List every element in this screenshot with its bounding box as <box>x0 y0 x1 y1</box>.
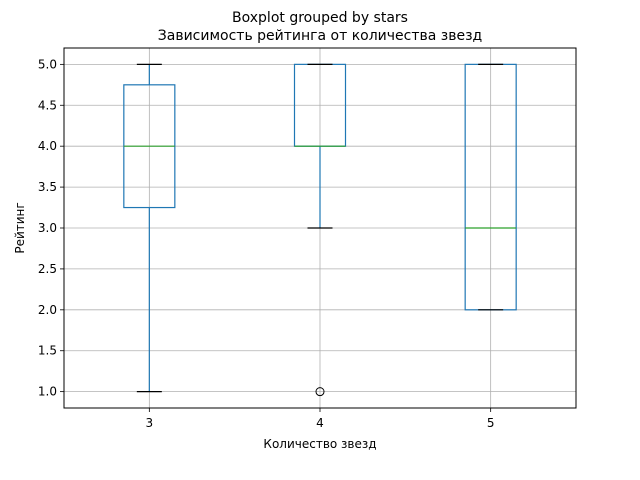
chart-subtitle: Зависимость рейтинга от количества звезд <box>158 28 482 44</box>
chart-title: Boxplot grouped by stars <box>232 10 408 26</box>
y-tick-label: 4.5 <box>38 98 57 112</box>
x-tick-label: 5 <box>487 416 495 430</box>
y-tick-label: 3.0 <box>38 221 57 235</box>
x-tick-label: 4 <box>316 416 324 430</box>
box-5 <box>464 63 517 311</box>
boxes-group <box>123 63 517 397</box>
x-axis: 3 4 5 <box>146 408 495 430</box>
y-tick-label: 2.5 <box>38 262 57 276</box>
y-axis: 1.0 1.5 2.0 2.5 3.0 3.5 4.0 4.5 5.0 <box>38 57 64 399</box>
y-tick-label: 3.5 <box>38 180 57 194</box>
y-tick-label: 1.5 <box>38 344 57 358</box>
y-tick-label: 2.0 <box>38 303 57 317</box>
box-4 <box>293 63 347 397</box>
outlier-point <box>315 387 325 397</box>
y-tick-label: 4.0 <box>38 139 57 153</box>
x-axis-label: Количество звезд <box>263 437 376 451</box>
y-axis-label: Рейтинг <box>13 202 27 253</box>
x-tick-label: 3 <box>146 416 154 430</box>
y-tick-label: 1.0 <box>38 385 57 399</box>
y-tick-label: 5.0 <box>38 57 57 71</box>
box-3 <box>123 63 176 393</box>
